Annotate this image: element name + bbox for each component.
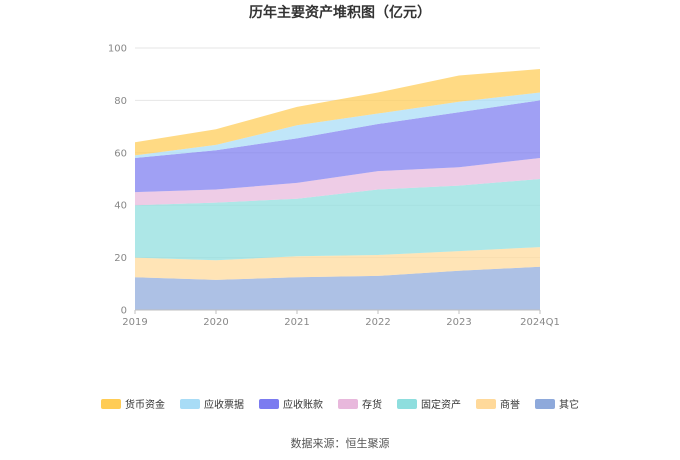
data-source-note: 数据来源：恒生聚源 — [291, 436, 390, 450]
x-tick-label: 2022 — [365, 317, 390, 328]
area-series: 其它商誉固定资产存货应收账款应收票据货币资金 — [135, 69, 540, 310]
legend-item-存货[interactable]: 存货 — [338, 398, 382, 411]
area-其它: 其它 — [135, 266, 540, 310]
legend-swatch — [397, 399, 417, 409]
legend-swatch — [101, 399, 121, 409]
y-tick-label: 20 — [114, 253, 127, 264]
y-tick-label: 40 — [114, 201, 127, 212]
y-tick-label: 0 — [121, 306, 127, 317]
x-tick-label: 2020 — [203, 317, 228, 328]
area-存货: 存货 — [135, 158, 540, 206]
legend-item-其它[interactable]: 其它 — [535, 398, 579, 411]
legend-label: 应收票据 — [204, 398, 244, 411]
legend-item-应收票据[interactable]: 应收票据 — [180, 398, 244, 411]
area-货币资金: 货币资金 — [135, 69, 540, 156]
legend-item-固定资产[interactable]: 固定资产 — [397, 398, 461, 411]
area-固定资产: 固定资产 — [135, 179, 540, 261]
legend: 货币资金 应收票据 应收账款 存货 固定资产 商誉 其它 — [101, 398, 579, 411]
legend-item-应收账款[interactable]: 应收账款 — [259, 398, 323, 411]
chart-title: 历年主要资产堆积图（亿元） — [249, 4, 431, 21]
legend-label: 商誉 — [500, 398, 520, 411]
axes: 2019 2020 2021 2022 2023 2024Q1 — [122, 309, 560, 328]
area-商誉: 商誉 — [135, 247, 540, 280]
x-tick-label: 2023 — [446, 317, 471, 328]
legend-swatch — [476, 399, 496, 409]
legend-swatch — [535, 399, 555, 409]
y-tick-label: 100 — [108, 44, 127, 55]
area-应收账款: 应收账款 — [135, 100, 540, 193]
legend-label: 存货 — [362, 398, 382, 411]
legend-label: 其它 — [559, 398, 579, 411]
legend-swatch — [338, 399, 358, 409]
y-tick-label: 80 — [114, 96, 127, 107]
legend-swatch — [180, 399, 200, 409]
x-tick-label: 2024Q1 — [520, 317, 560, 328]
legend-swatch — [259, 399, 279, 409]
legend-item-货币资金[interactable]: 货币资金 — [101, 398, 165, 411]
legend-label: 货币资金 — [125, 398, 165, 411]
x-tick-label: 2019 — [122, 317, 147, 328]
y-tick-label: 60 — [114, 148, 127, 159]
x-tick-label: 2021 — [284, 317, 309, 328]
legend-label: 固定资产 — [421, 398, 461, 411]
legend-label: 应收账款 — [283, 398, 323, 411]
area-应收票据: 应收票据 — [135, 92, 540, 158]
legend-item-商誉[interactable]: 商誉 — [476, 398, 520, 411]
